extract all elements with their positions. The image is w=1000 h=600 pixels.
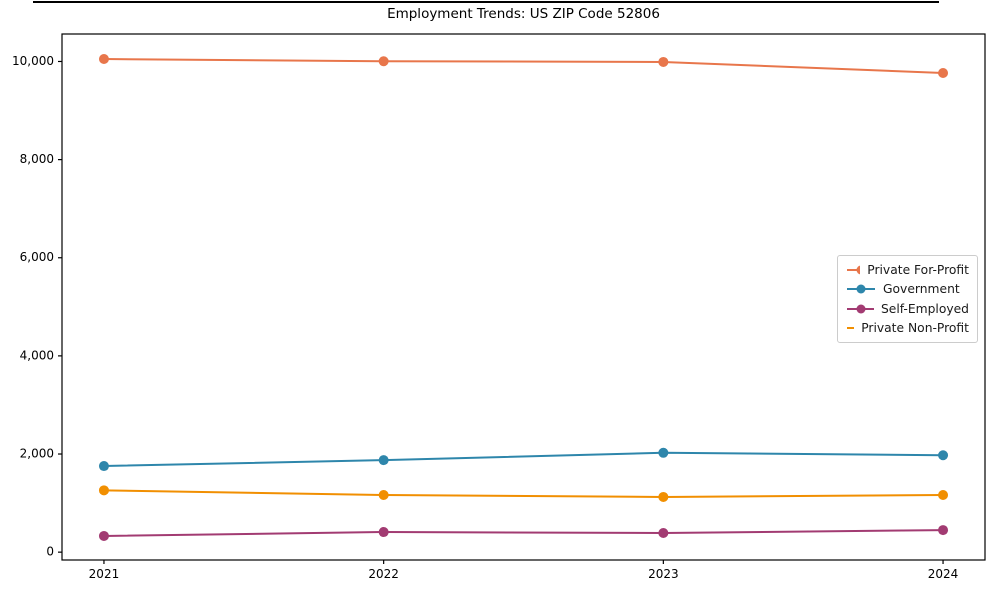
y-tick-label: 0 xyxy=(46,545,54,559)
legend-label: Private For-Profit xyxy=(867,262,969,277)
x-tick-label: 2024 xyxy=(928,567,959,581)
data-point-marker xyxy=(378,455,389,466)
legend-line-marker-icon xyxy=(847,327,855,330)
y-tick-label: 10,000 xyxy=(12,54,54,68)
y-tick-label: 6,000 xyxy=(20,250,54,264)
data-point-marker xyxy=(378,527,389,538)
data-point-marker xyxy=(658,491,669,502)
legend-entry-self-employed: Self-Employed xyxy=(846,299,969,318)
data-point-marker xyxy=(378,489,389,500)
data-point-marker xyxy=(98,485,109,496)
series-line-private-for-profit xyxy=(103,58,944,75)
legend-entry-private-non-profit: Private Non-Profit xyxy=(846,319,969,338)
data-point-marker xyxy=(378,56,389,67)
chart-title: Employment Trends: US ZIP Code 52806 xyxy=(387,6,660,22)
x-tick-label: 2023 xyxy=(648,567,679,581)
data-point-marker xyxy=(658,447,669,458)
legend-label: Self-Employed xyxy=(880,301,969,316)
data-point-marker xyxy=(938,525,949,536)
data-point-marker xyxy=(98,54,109,65)
y-tick-label: 2,000 xyxy=(20,447,54,461)
x-tick-label: 2022 xyxy=(368,567,399,581)
legend-line-marker-icon xyxy=(847,284,875,294)
data-point-marker xyxy=(98,530,109,541)
series-line-government xyxy=(103,451,944,468)
window-border-artifact xyxy=(33,1,939,3)
legend-line-marker-icon xyxy=(847,265,861,275)
legend-entry-government: Government xyxy=(846,280,969,299)
y-tick-label: 4,000 xyxy=(20,348,54,362)
series-line-private-non-profit xyxy=(103,489,944,498)
legend-label: Government xyxy=(883,282,960,297)
series-line-self-employed xyxy=(103,529,944,537)
data-point-marker xyxy=(938,489,949,500)
data-point-marker xyxy=(938,68,949,79)
axes-box xyxy=(61,33,986,561)
data-point-marker xyxy=(658,56,669,67)
data-point-marker xyxy=(938,450,949,461)
y-tick-label: 8,000 xyxy=(20,152,54,166)
legend-entry-private-for-profit: Private For-Profit xyxy=(846,260,969,279)
data-point-marker xyxy=(98,461,109,472)
data-point-marker xyxy=(658,528,669,539)
legend-label: Private Non-Profit xyxy=(861,321,969,336)
x-tick-label: 2021 xyxy=(89,567,120,581)
legend: Private For-Profit Government Self-Employe… xyxy=(837,255,978,343)
legend-line-marker-icon xyxy=(847,304,874,314)
